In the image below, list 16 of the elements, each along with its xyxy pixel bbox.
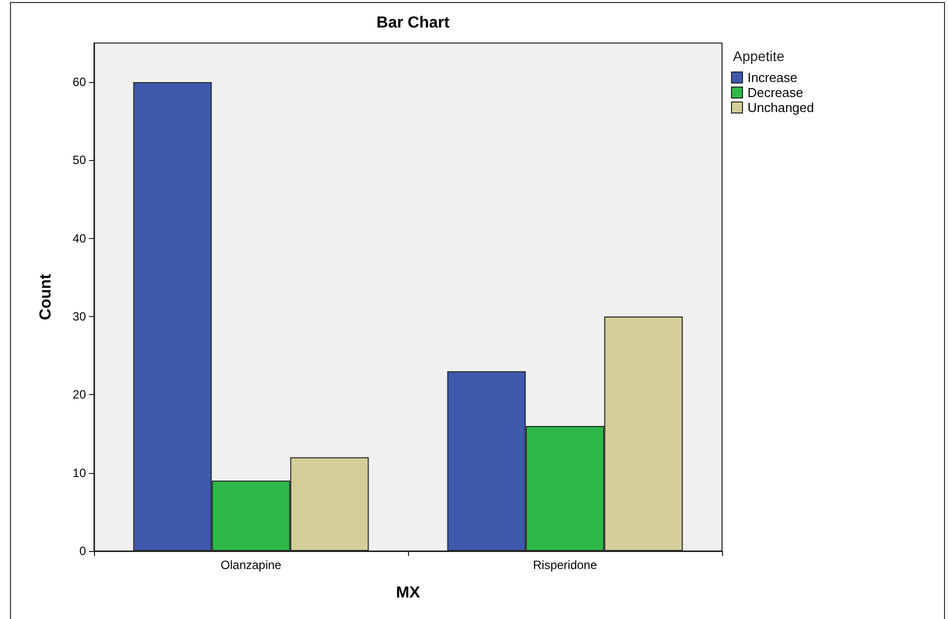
x-axis-title: MX <box>396 584 420 602</box>
legend-label: Decrease <box>748 85 804 100</box>
y-tick-label: 40 <box>72 231 86 246</box>
y-tick-label: 60 <box>72 75 86 90</box>
legend-label: Increase <box>748 70 798 85</box>
x-tick-label: Risperidone <box>532 558 598 572</box>
y-tick-label: 50 <box>72 153 86 168</box>
y-tick-label: 10 <box>72 466 86 480</box>
legend-title: Appetite <box>733 48 785 64</box>
y-axis-title: Count <box>38 273 54 320</box>
x-tick-label: Olanzapine <box>220 558 282 572</box>
y-tick-label: 0 <box>79 544 86 558</box>
legend-label: Unchanged <box>748 100 814 115</box>
y-tick-label: 20 <box>72 388 86 402</box>
y-tick-label: 30 <box>72 310 86 324</box>
chart-title: Bar Chart <box>376 14 450 32</box>
